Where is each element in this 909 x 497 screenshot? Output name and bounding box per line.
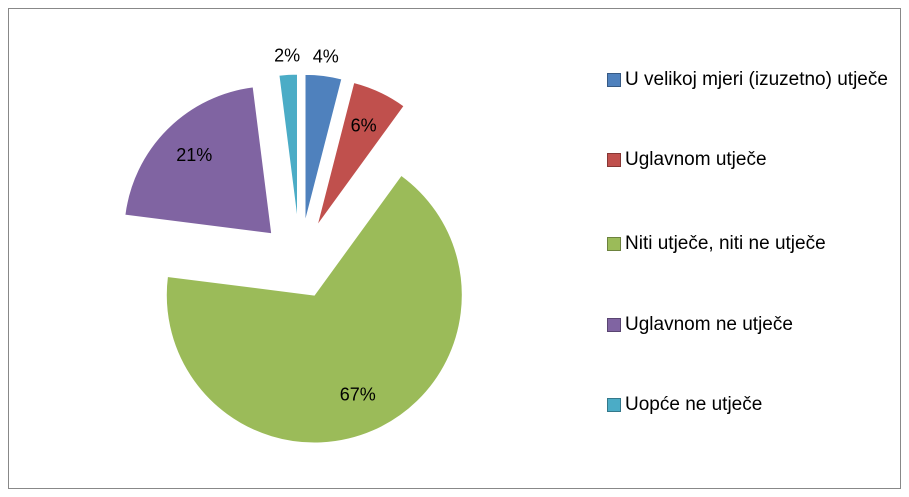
pie-slice bbox=[165, 174, 463, 444]
data-label: 4% bbox=[313, 47, 339, 67]
legend-label: Niti utječe, niti ne utječe bbox=[625, 233, 826, 254]
legend-swatch bbox=[607, 318, 621, 332]
legend-item: Uglavnom utječe bbox=[607, 146, 897, 174]
legend-swatch bbox=[607, 153, 621, 167]
pie-slice bbox=[124, 86, 273, 235]
legend-swatch bbox=[607, 398, 621, 412]
pie-slice bbox=[304, 73, 343, 223]
legend-item: Uglavnom ne utječe bbox=[607, 311, 897, 339]
legend-item: Niti utječe, niti ne utječe bbox=[607, 230, 897, 258]
legend-item: U velikoj mjeri (izuzetno) utječe bbox=[607, 66, 897, 94]
data-label: 6% bbox=[351, 115, 377, 135]
data-label: 21% bbox=[176, 145, 212, 165]
legend-label: Uglavnom ne utječe bbox=[625, 314, 793, 335]
pie-slice bbox=[278, 73, 298, 223]
legend-item: Uopće ne utječe bbox=[607, 391, 897, 419]
pie-slice bbox=[316, 81, 405, 227]
data-label: 67% bbox=[340, 384, 376, 404]
legend-swatch bbox=[607, 237, 621, 251]
legend-label: Uglavnom utječe bbox=[625, 149, 767, 170]
legend-label: Uopće ne utječe bbox=[625, 394, 763, 415]
legend-swatch bbox=[607, 73, 621, 87]
data-label: 2% bbox=[274, 45, 300, 65]
legend-label: U velikoj mjeri (izuzetno) utječe bbox=[625, 69, 888, 90]
